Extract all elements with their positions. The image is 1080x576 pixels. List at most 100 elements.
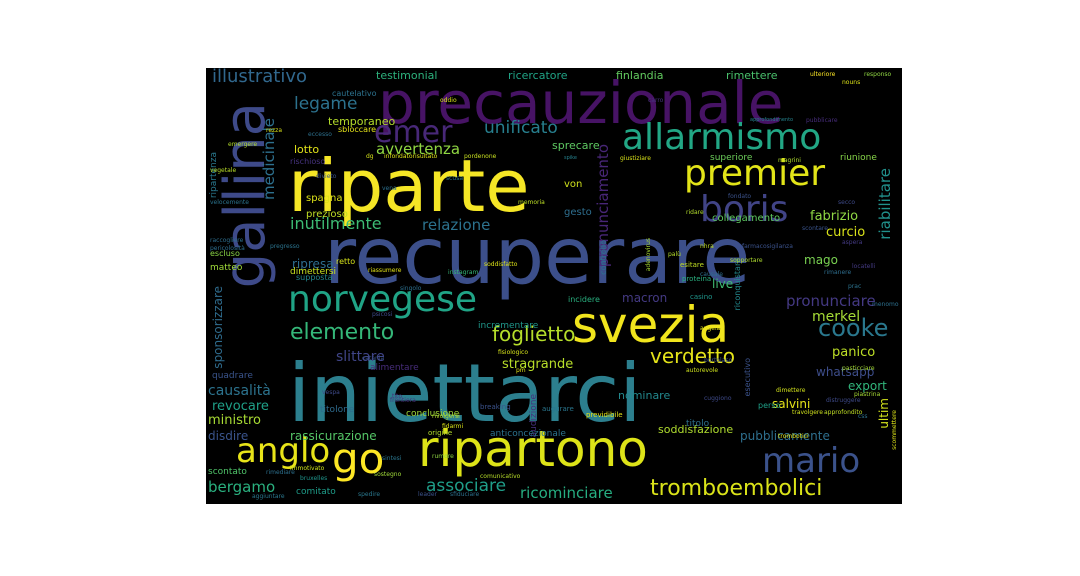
word: merkel	[812, 309, 861, 325]
word: riassumere	[368, 267, 402, 274]
word: menomo	[872, 301, 899, 308]
word: controllo	[599, 240, 608, 275]
word: soddisfazione	[658, 423, 734, 436]
word: finlandia	[616, 69, 664, 82]
word: nouns	[842, 79, 861, 86]
word: divieto	[316, 173, 337, 180]
word: sopportare	[730, 257, 763, 264]
word: retto	[336, 257, 356, 266]
word: pubblicamente	[740, 429, 830, 443]
word: sintesi	[382, 455, 402, 462]
word: sponsorizzare	[211, 286, 225, 369]
word: rimettere	[726, 69, 778, 82]
word: riabilitare	[876, 168, 894, 240]
word: trombotici	[778, 433, 809, 440]
word: supposta	[296, 273, 333, 282]
word: aggiuntare	[252, 493, 285, 500]
word: secco	[838, 199, 856, 206]
word: magrini	[778, 157, 801, 164]
word: rezza	[266, 127, 283, 134]
word: avvertenza	[376, 140, 461, 158]
word: von	[564, 179, 583, 190]
word: singolo	[400, 285, 422, 292]
word: esecutivo	[743, 358, 752, 397]
word: bruxelles	[300, 475, 328, 482]
word: ripartenza	[209, 152, 219, 199]
word: comitato	[296, 487, 336, 497]
word: pericolosità	[210, 245, 245, 252]
word: revocare	[212, 399, 269, 414]
word: pasticciare	[842, 365, 875, 372]
word: comunicativo	[480, 473, 521, 480]
word: prezioso	[306, 209, 348, 220]
word: anticoncezionale	[490, 429, 566, 439]
word: titolone	[320, 405, 355, 415]
word: leader	[418, 491, 438, 498]
word: incidere	[568, 295, 600, 304]
word: cautelativo	[332, 89, 377, 98]
word: associare	[426, 476, 507, 496]
word: bortolaso	[704, 357, 733, 364]
word: previdibile	[586, 411, 623, 419]
word: unificato	[484, 118, 558, 138]
word: causalità	[208, 383, 271, 399]
word: riconquistare	[733, 258, 742, 311]
word: pordenone	[464, 153, 497, 160]
word: esitare	[680, 261, 704, 269]
word: fondato	[728, 193, 752, 200]
word: proteina	[682, 275, 712, 283]
word: nhra	[700, 243, 714, 250]
word: cooke	[818, 314, 889, 342]
word: temporaneo	[328, 115, 396, 128]
word: mago	[804, 253, 839, 267]
word: scontare	[802, 225, 828, 232]
word: rischioso	[290, 157, 326, 166]
word: adenovirus	[645, 238, 652, 272]
word: travolgere	[792, 409, 823, 416]
word: go	[332, 434, 385, 483]
word: fidarmi	[442, 423, 464, 430]
word: eccesso	[308, 131, 332, 138]
word: prac	[848, 283, 862, 290]
word: immotivato	[290, 465, 325, 472]
word: approfondito	[824, 409, 863, 416]
word: collegamento	[712, 213, 781, 224]
word: vespa	[322, 389, 340, 396]
word: vena	[382, 185, 397, 192]
word: ridare	[686, 209, 704, 216]
word: sbloccare	[338, 125, 377, 134]
word: stragrande	[502, 357, 574, 372]
word: allarmismo	[622, 117, 822, 158]
word: emer	[374, 115, 453, 150]
word: ripresa	[292, 257, 334, 271]
word: rimanere	[824, 269, 852, 276]
word: causale	[700, 271, 723, 278]
word: autorevole	[686, 367, 719, 374]
word: quadrare	[212, 371, 253, 381]
word: ricercatore	[508, 69, 568, 82]
word: titolo	[686, 419, 710, 429]
word: panico	[832, 345, 876, 360]
word: boris	[700, 189, 789, 230]
word: scontato	[208, 467, 247, 477]
word: ripartono	[418, 420, 648, 478]
word: instagram	[448, 269, 479, 276]
word: approfondimento	[750, 117, 794, 123]
word: cuggiono	[704, 395, 732, 402]
word: relazione	[422, 216, 491, 234]
word: alimentare	[370, 363, 419, 373]
word: dimettere	[776, 387, 806, 394]
word: superiore	[710, 153, 753, 163]
word: escluso	[210, 249, 240, 258]
word: fisiologico	[498, 349, 529, 356]
word: catania	[362, 355, 385, 362]
word: spagna	[306, 193, 343, 204]
word: pubblicare	[806, 117, 838, 124]
word: verdetto	[650, 344, 735, 368]
word: conclusione	[406, 409, 460, 419]
word: dimettersi	[290, 267, 337, 277]
word: live	[712, 277, 734, 291]
word: ministro	[208, 413, 262, 428]
word: infondatorisultato	[384, 153, 438, 160]
word-cloud: iniettarci recuperare riparte precauzion…	[206, 68, 902, 504]
